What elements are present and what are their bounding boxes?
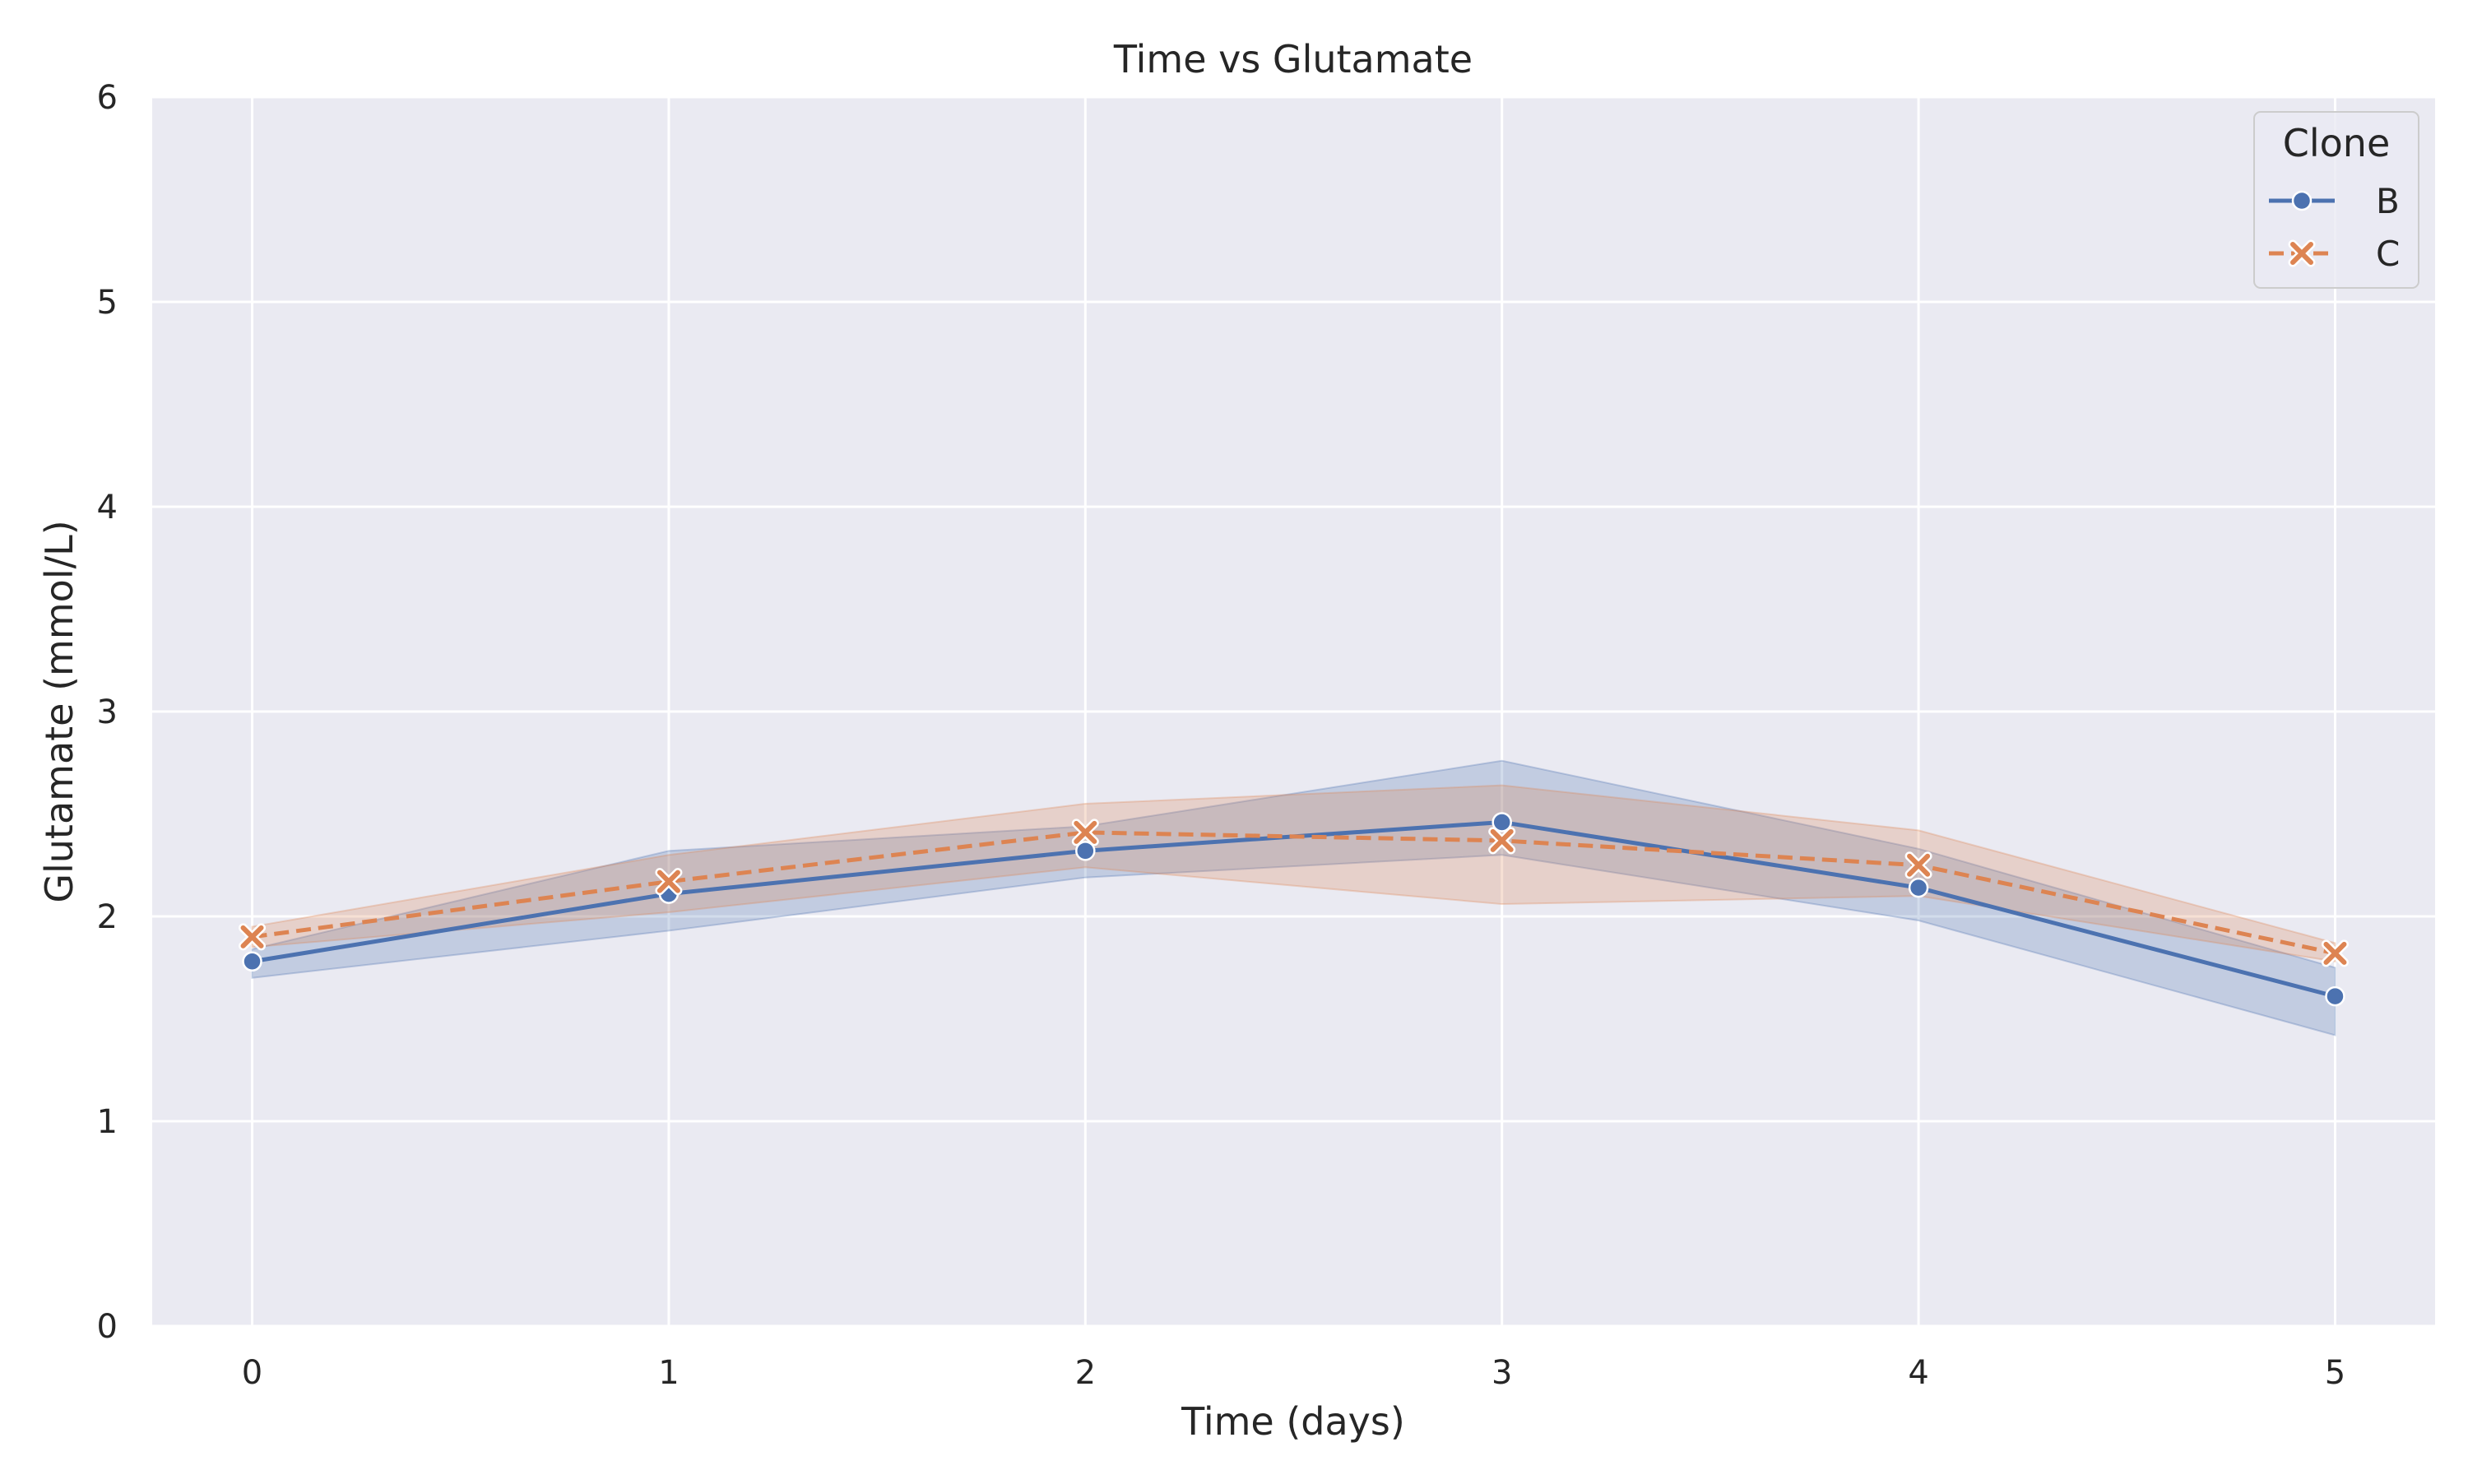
y-tick-label: 6 (97, 79, 118, 117)
series-c-confidence-band (251, 784, 2336, 962)
x-tick-label: 1 (658, 1354, 679, 1392)
y-axis-label: Glutamate (mmol/L) (37, 520, 81, 902)
legend-entry-c-marker-swatch (2288, 239, 2316, 267)
series-b-marker (1491, 812, 1512, 832)
chart-title: Time vs Glutamate (1113, 37, 1473, 81)
series-c-marker (2321, 939, 2349, 967)
x-tick-label: 0 (242, 1354, 262, 1392)
series-b-marker (1908, 877, 1929, 898)
series-c-marker (1904, 851, 1932, 879)
series-markers (239, 812, 2349, 1007)
x-tick-label: 4 (1908, 1354, 1928, 1392)
series-c-marker (655, 868, 683, 896)
y-tick-label: 3 (97, 693, 118, 731)
legend-entry-b-label: B (2376, 181, 2400, 221)
x-tick-label: 2 (1075, 1354, 1096, 1392)
series-c-line (252, 830, 2336, 956)
legend-entries: BC (2269, 181, 2400, 274)
series-b-marker (1075, 841, 1096, 861)
y-tick-label: 4 (97, 489, 118, 526)
legend-entry-b-marker-swatch (2291, 190, 2313, 211)
legend: Clone BC (2253, 111, 2419, 289)
y-tick-label: 2 (97, 898, 118, 936)
series-c-marker (1071, 819, 1099, 846)
series-b-marker (242, 951, 262, 972)
series-c-marker (1488, 827, 1516, 855)
y-tick-label: 5 (97, 284, 118, 322)
series-lines (252, 819, 2336, 999)
series-b-marker (2325, 985, 2345, 1007)
x-tick-label: 3 (1491, 1354, 1512, 1392)
legend-entry-c-label: C (2376, 234, 2400, 274)
x-axis-label: Time (days) (1181, 1399, 1405, 1444)
y-tick-label: 0 (97, 1308, 118, 1346)
series-c-marker (239, 923, 267, 951)
legend-entry-c: C (2269, 234, 2400, 274)
y-tick-label: 1 (97, 1103, 118, 1141)
tick-labels: 0 1 2 3 4 5 6 0 1 2 3 4 5 (97, 79, 2346, 1392)
x-tick-label: 5 (2325, 1354, 2345, 1392)
legend-entry-b: B (2269, 181, 2400, 221)
legend-title: Clone (2283, 121, 2391, 165)
